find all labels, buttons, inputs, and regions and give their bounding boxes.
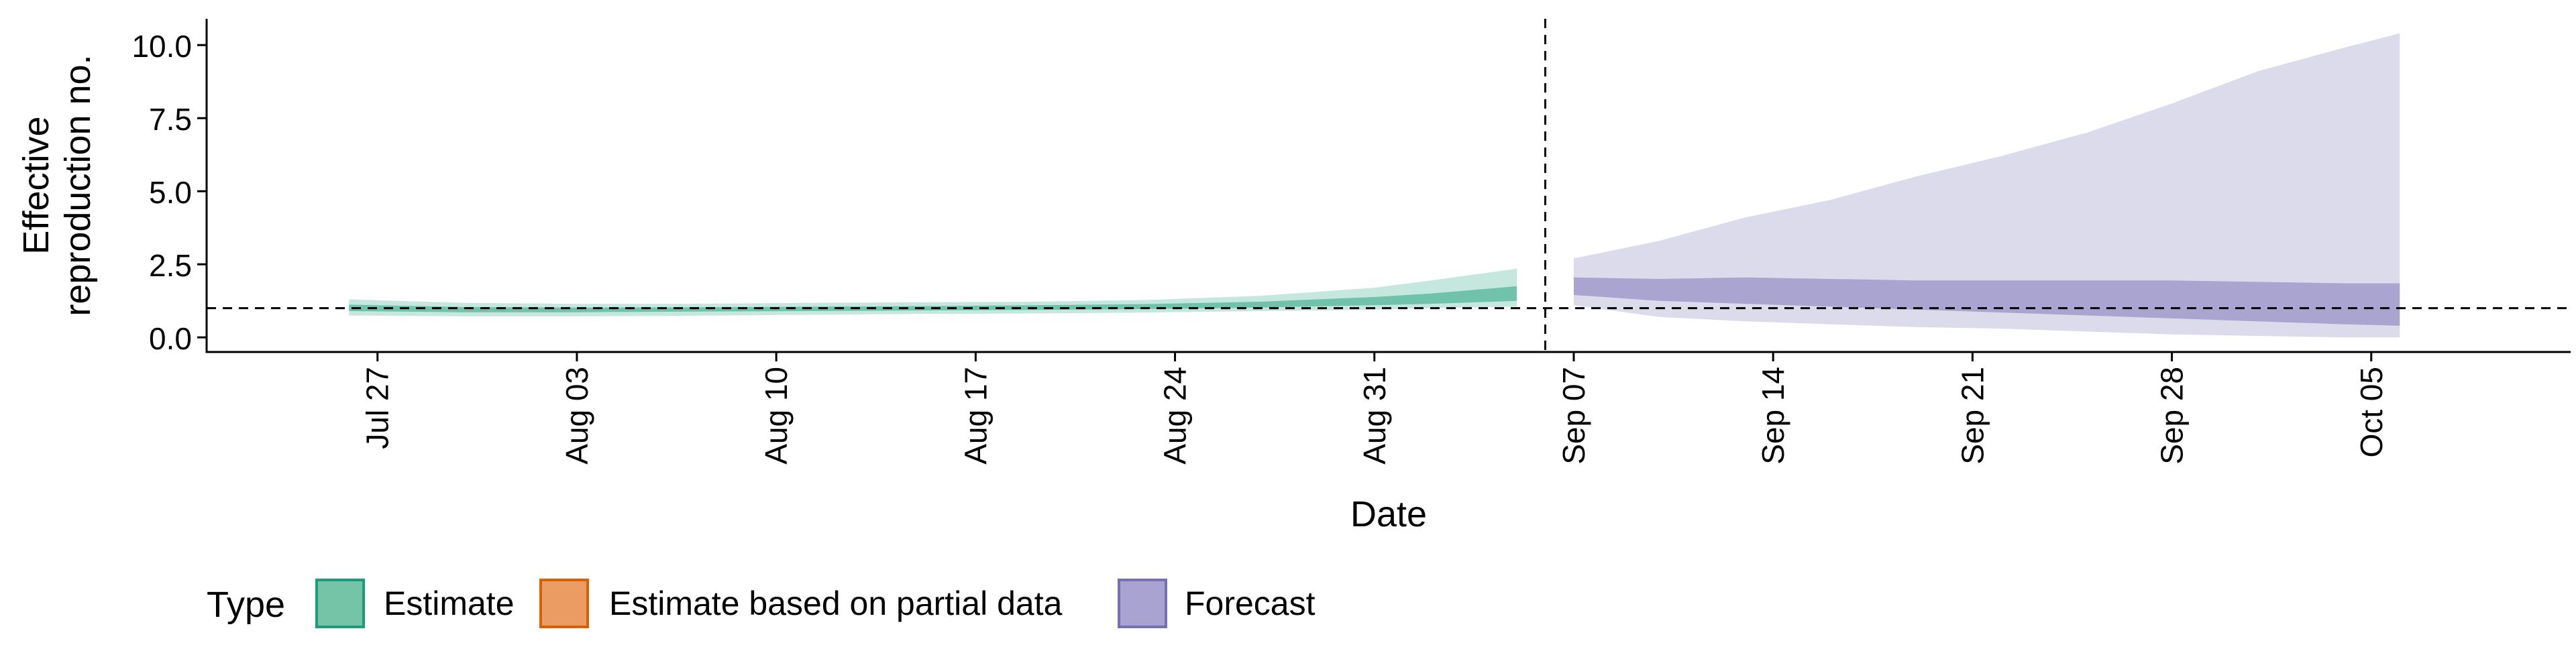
x-tick-label: Sep 14: [1756, 367, 1790, 465]
legend-label-estimate-based-on-partial-data: Estimate based on partial data: [609, 585, 1063, 622]
x-tick-label: Aug 31: [1357, 367, 1392, 465]
y-axis-label-line-2: reproduction no.: [58, 54, 98, 316]
legend-title: Type: [207, 585, 285, 625]
legend-label-estimate: Estimate: [384, 585, 515, 622]
legend-key-estimate-based-on-partial-data: [539, 579, 589, 628]
legend-key-estimate: [315, 579, 365, 628]
legend: Type Estimate Estimate based on partial d…: [207, 579, 1316, 628]
x-tick-label: Aug 24: [1158, 367, 1193, 465]
reference-lines-layer: [207, 19, 2571, 352]
x-tick-label: Sep 21: [1955, 367, 1990, 465]
axes-layer: [205, 19, 2571, 353]
x-tick-label: Sep 28: [2155, 367, 2190, 465]
x-tick-label: Sep 07: [1556, 367, 1591, 465]
bands-layer: [349, 33, 2400, 338]
x-tick-label: Oct 05: [2354, 367, 2389, 458]
y-tick-label: 7.5: [149, 102, 192, 137]
y-ticks-layer: 0.0 2.5 5.0 7.5 10.0: [131, 29, 207, 356]
x-tick-label: Aug 17: [958, 367, 993, 465]
legend-key-forecast: [1118, 579, 1167, 628]
estimate-inner-band: [349, 286, 1517, 312]
y-tick-label: 10.0: [131, 29, 192, 64]
forecast-inner-band: [1574, 277, 2400, 326]
y-axis-label-line-1: Effective: [16, 116, 56, 254]
y-tick-label: 0.0: [149, 321, 192, 356]
x-tick-label: Jul 27: [360, 367, 395, 449]
x-tick-label: Aug 10: [759, 367, 794, 465]
legend-label-forecast: Forecast: [1185, 585, 1316, 622]
x-ticks-layer: Jul 27 Aug 03 Aug 10 Aug 17 Aug 24 Aug 31 Sep …: [360, 352, 2389, 465]
x-tick-label: Aug 03: [559, 367, 594, 465]
y-tick-label: 5.0: [149, 175, 192, 210]
y-tick-label: 2.5: [149, 248, 192, 283]
x-axis-label: Date: [1350, 494, 1427, 534]
forecast-outer-band: [1574, 33, 2400, 338]
